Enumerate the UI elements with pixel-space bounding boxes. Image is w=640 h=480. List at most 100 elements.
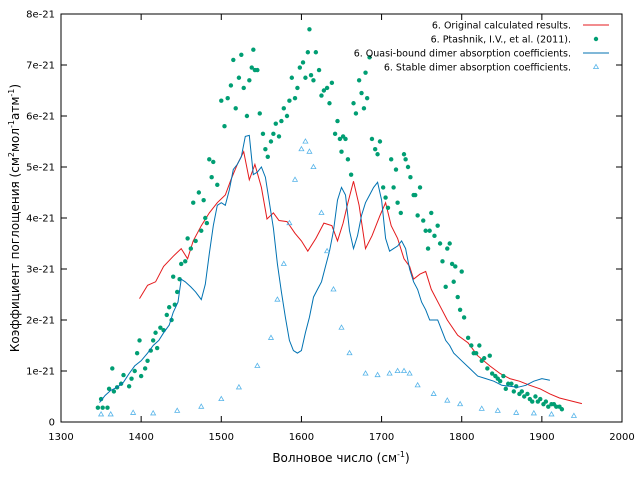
- series-line: [99, 134, 550, 403]
- data-point-dot: [153, 330, 158, 335]
- data-point-triangle: [330, 285, 337, 292]
- data-point-dot: [359, 90, 364, 96]
- data-point-dot: [179, 261, 184, 267]
- data-point-dot: [461, 315, 467, 320]
- data-point-triangle: [386, 370, 393, 376]
- data-point-triangle: [254, 362, 261, 368]
- data-point-dot: [505, 381, 511, 386]
- data-point-dot: [203, 215, 208, 221]
- data-point-dot: [95, 405, 101, 410]
- data-point-dot: [211, 159, 216, 165]
- x-tick-label: 1400: [128, 432, 153, 443]
- data-point-dot: [201, 197, 206, 203]
- x-tick-label: 1800: [449, 432, 474, 443]
- data-point-dot: [477, 343, 482, 348]
- data-point-dot: [273, 121, 278, 126]
- data-point-dot: [445, 246, 450, 251]
- data-point-dot: [319, 93, 324, 98]
- data-point-dot: [391, 185, 396, 190]
- data-point-dot: [457, 307, 463, 312]
- y-tick-label: 8e-21: [26, 10, 55, 21]
- data-point-dot: [228, 83, 234, 88]
- data-point-dot: [533, 394, 538, 399]
- data-point-dot: [145, 358, 150, 363]
- data-point-triangle: [306, 148, 313, 154]
- data-point-dot: [369, 136, 375, 142]
- data-point-dot: [126, 384, 132, 389]
- data-point-dot: [440, 259, 445, 264]
- data-point-dot: [307, 27, 312, 32]
- data-point-dot: [313, 50, 319, 55]
- data-point-dot: [255, 67, 260, 73]
- data-point-dot: [236, 75, 242, 80]
- data-point-dot: [522, 394, 527, 399]
- data-point-dot: [543, 399, 549, 404]
- series-3: [99, 134, 550, 403]
- data-point-triangle: [430, 390, 437, 396]
- data-point-triangle: [323, 247, 331, 254]
- data-point-dot: [425, 246, 431, 251]
- data-point-triangle: [414, 381, 421, 388]
- data-point-dot: [415, 213, 420, 218]
- data-point-dot: [247, 78, 252, 83]
- x-tick-label: 2000: [609, 432, 634, 443]
- data-point-dot: [158, 325, 163, 330]
- data-point-dot: [311, 78, 316, 83]
- data-point-dot: [171, 274, 176, 279]
- data-point-dot: [276, 134, 282, 139]
- legend: 6. Original calculated results. 6. Ptashn…: [354, 21, 609, 74]
- data-point-dot: [327, 101, 332, 106]
- data-point-dot: [260, 131, 266, 137]
- data-point-dot: [134, 350, 140, 356]
- data-point-dot: [367, 55, 372, 60]
- data-point-dot: [443, 284, 448, 290]
- data-point-triangle: [478, 405, 485, 411]
- x-tick-label: 1600: [289, 432, 314, 443]
- data-point-dot: [98, 396, 104, 402]
- data-point-triangle: [280, 260, 287, 266]
- data-point-dot: [401, 152, 407, 157]
- data-point-dot: [185, 236, 190, 241]
- data-point-dot: [297, 65, 303, 70]
- data-point-dot: [487, 353, 492, 358]
- data-point-dot: [395, 200, 400, 205]
- data-point-dot: [351, 101, 356, 106]
- data-point-dot: [377, 139, 383, 144]
- y-tick-label: 2e-21: [26, 316, 55, 327]
- data-point-triangle: [457, 400, 464, 407]
- data-point-triangle: [198, 403, 205, 409]
- y-tick-label: 6e-21: [26, 112, 55, 123]
- data-point-dot: [305, 50, 311, 55]
- data-point-dot: [417, 185, 423, 190]
- data-point-dot: [559, 407, 565, 412]
- legend-label: 6. Original calculated results.: [432, 21, 571, 32]
- data-point-dot: [244, 113, 250, 119]
- data-point-triangle: [338, 324, 345, 330]
- data-point-dot: [303, 75, 308, 80]
- data-point-dot: [385, 205, 391, 210]
- data-point-dot: [363, 70, 368, 75]
- data-point-triangle: [346, 349, 353, 356]
- data-point-dot: [530, 399, 535, 404]
- data-point-dot: [329, 80, 335, 86]
- data-point-dot: [142, 366, 148, 371]
- data-point-dot: [268, 139, 274, 144]
- data-point-dot: [421, 218, 426, 223]
- data-point-dot: [284, 113, 290, 119]
- data-point-dot: [361, 106, 367, 111]
- x-tick-label: 1500: [209, 432, 234, 443]
- data-point-dot: [265, 154, 270, 159]
- data-point-dot: [111, 389, 117, 394]
- data-point-dot: [356, 78, 362, 83]
- data-point-dot: [215, 182, 220, 188]
- data-point-dot: [154, 345, 160, 351]
- data-point-dot: [503, 386, 508, 392]
- data-point-dot: [393, 167, 399, 172]
- data-point-dot: [413, 192, 418, 198]
- data-point-dot: [383, 195, 388, 200]
- data-point-dot: [339, 149, 344, 154]
- data-point-dot: [501, 373, 506, 379]
- data-point-dot: [121, 372, 126, 378]
- data-point-dot: [432, 233, 437, 239]
- data-point-dot: [222, 124, 227, 129]
